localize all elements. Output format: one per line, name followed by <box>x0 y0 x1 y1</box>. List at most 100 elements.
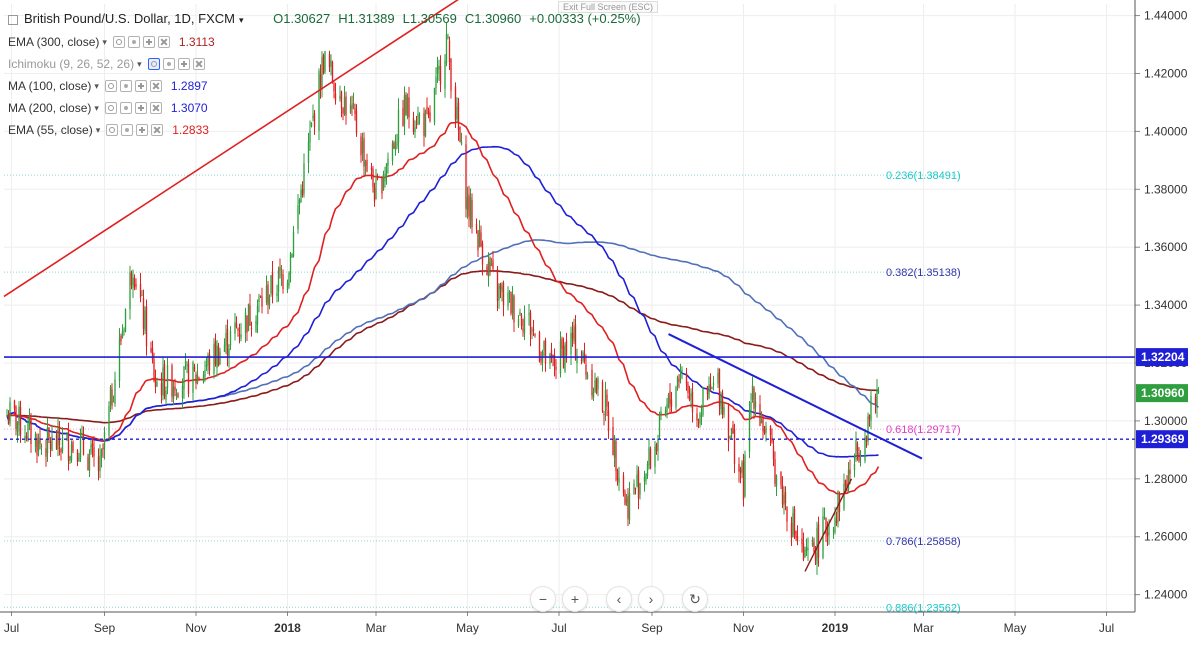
candle-body <box>37 437 40 452</box>
candle-body <box>286 282 289 291</box>
plus-icon[interactable] <box>142 36 155 48</box>
gear-icon[interactable] <box>119 102 132 114</box>
candle-body <box>528 313 530 315</box>
indicator-row-ema300[interactable]: EMA (300, close) ▾ 1.3113 <box>8 31 215 53</box>
chevron-down-icon[interactable]: ▾ <box>102 36 107 47</box>
symbol-title: British Pound/U.S. Dollar, 1D, FXCM <box>24 11 235 26</box>
candle-body <box>444 60 446 89</box>
candle-body <box>355 110 358 134</box>
candle-body <box>790 522 793 538</box>
eye-hidden-icon[interactable] <box>147 58 160 70</box>
candle-body <box>403 94 406 125</box>
candle-body <box>349 104 352 113</box>
candle-body <box>174 386 176 391</box>
candle-body <box>87 457 89 471</box>
candle-body <box>669 391 671 404</box>
candle-body <box>394 145 397 151</box>
candle-body <box>135 284 137 288</box>
chevron-down-icon[interactable]: ▾ <box>94 102 99 113</box>
gear-icon[interactable] <box>162 58 175 70</box>
candle-body <box>102 447 104 450</box>
indicator-row-ema55[interactable]: EMA (55, close) ▾ 1.2833 <box>8 119 215 141</box>
candle-body <box>666 404 668 412</box>
candle-body <box>517 318 520 327</box>
candle-body <box>633 483 635 494</box>
candle-body <box>331 62 334 83</box>
gear-icon[interactable] <box>121 124 134 136</box>
eye-icon[interactable] <box>104 102 117 114</box>
zoom-in-button[interactable]: + <box>562 586 588 612</box>
collapse-icon[interactable] <box>8 14 18 25</box>
candle-body <box>166 364 169 388</box>
gear-icon[interactable] <box>119 80 132 92</box>
scroll-right-button[interactable]: › <box>638 586 664 612</box>
indicator-row-ichimoku[interactable]: Ichimoku (9, 26, 52, 26) ▾ <box>8 53 215 75</box>
candle-body <box>397 109 400 143</box>
gear-icon[interactable] <box>127 36 140 48</box>
candle-body <box>366 159 368 172</box>
candle-body <box>529 312 532 335</box>
candle-body <box>643 476 646 482</box>
candle-body <box>678 378 680 382</box>
candle-body <box>688 396 691 401</box>
candle-body <box>172 387 175 399</box>
chevron-down-icon[interactable]: ▾ <box>94 80 99 91</box>
last-price-box <box>1136 384 1188 403</box>
plus-icon[interactable] <box>134 102 147 114</box>
close-icon[interactable] <box>157 36 170 48</box>
candle-body <box>646 463 649 476</box>
zoom-out-button[interactable]: − <box>530 586 556 612</box>
eye-icon[interactable] <box>106 124 119 136</box>
candle-body <box>318 70 320 131</box>
eye-icon[interactable] <box>104 80 117 92</box>
y-tick-label: 1.24000 <box>1144 588 1188 602</box>
candle-body <box>540 359 542 361</box>
close-icon[interactable] <box>151 124 164 136</box>
candle-body <box>34 434 37 448</box>
fib-label: 0.236(1.38491) <box>886 170 961 182</box>
chevron-down-icon[interactable]: ▾ <box>95 124 101 135</box>
candle-body <box>91 443 94 447</box>
candle-body <box>156 382 158 387</box>
scroll-left-button[interactable]: ‹ <box>606 586 632 612</box>
close-icon[interactable] <box>149 80 162 92</box>
candle-body <box>744 455 746 497</box>
candle-body <box>205 364 208 367</box>
candle-body <box>424 110 427 137</box>
candle-body <box>645 473 647 481</box>
candle-body <box>385 163 388 176</box>
chevron-down-icon[interactable]: ▾ <box>137 58 142 69</box>
indicator-row-ma100[interactable]: MA (100, close) ▾ 1.2897 <box>8 75 215 97</box>
close-icon[interactable] <box>192 58 205 70</box>
candle-body <box>592 392 595 398</box>
candle-body <box>187 363 190 394</box>
plus-icon[interactable] <box>136 124 149 136</box>
plus-icon[interactable] <box>134 80 147 92</box>
candle-body <box>312 115 314 119</box>
chevron-down-icon[interactable]: ▾ <box>238 15 244 25</box>
y-tick-label: 1.44000 <box>1144 9 1188 23</box>
candle-body <box>426 107 428 110</box>
indicator-row-ma200[interactable]: MA (200, close) ▾ 1.3070 <box>8 97 215 119</box>
trendlines <box>3 0 1135 572</box>
candle-body <box>570 333 572 355</box>
candle-body <box>835 520 838 524</box>
exit-full-screen-button[interactable]: Exit Full Screen (ESC) <box>558 1 659 13</box>
candle-body <box>387 158 389 166</box>
candle-body <box>876 390 878 408</box>
candle-body <box>796 536 799 542</box>
indicator-label: MA (200, close) <box>8 101 92 115</box>
ohlc-readout: O1.30627 H1.31389 L1.30569 C1.30960 +0.00333… <box>273 11 648 26</box>
candle-body <box>655 444 658 451</box>
eye-icon[interactable] <box>112 36 125 48</box>
candle-body <box>103 431 106 450</box>
candle-body <box>429 112 431 121</box>
plus-icon[interactable] <box>177 58 190 70</box>
candle-body <box>460 141 463 145</box>
candle-body <box>364 161 367 166</box>
close-icon[interactable] <box>149 102 162 114</box>
reset-chart-button[interactable]: ↻ <box>682 586 708 612</box>
candle-body <box>507 292 509 307</box>
candle-body <box>699 413 701 424</box>
